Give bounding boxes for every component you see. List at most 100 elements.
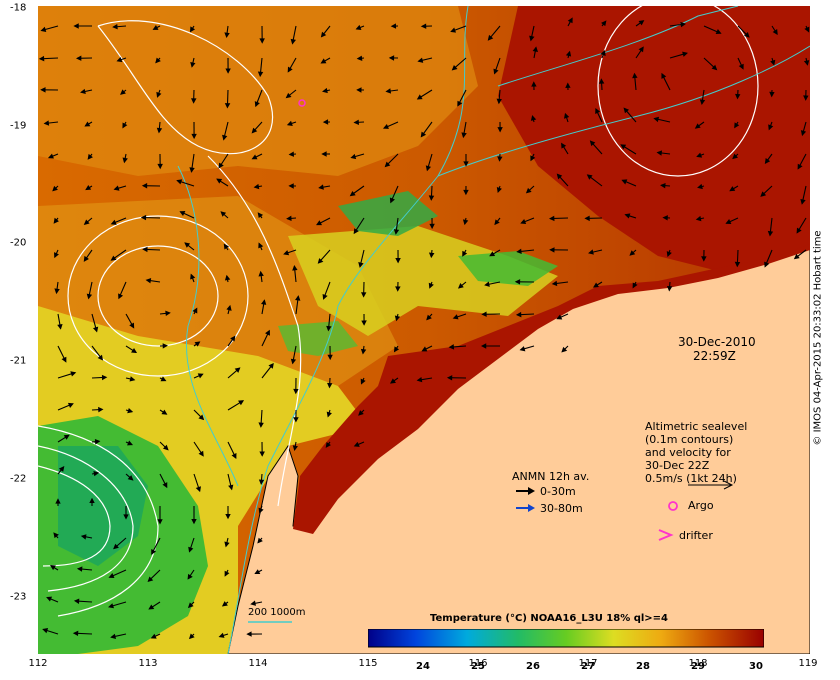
velocity-arrowhead bbox=[123, 514, 129, 520]
velocity-arrowhead bbox=[680, 21, 687, 28]
velocity-arrowhead bbox=[258, 242, 264, 249]
isobath-legend-line bbox=[248, 621, 292, 623]
isobath-lines bbox=[177, 6, 810, 654]
velocity-arrowhead bbox=[127, 440, 134, 446]
velocity-arrowhead bbox=[350, 153, 357, 160]
colorbar-tick-26: 26 bbox=[526, 661, 540, 672]
velocity-arrowhead bbox=[632, 282, 638, 289]
velocity-arrowhead bbox=[40, 26, 47, 33]
velocity-arrowhead bbox=[395, 286, 401, 292]
velocity-arrowhead bbox=[238, 400, 245, 406]
velocity-arrowhead bbox=[321, 151, 327, 157]
x-axis-tick-116: 116 bbox=[468, 658, 488, 669]
velocity-arrowhead bbox=[192, 307, 198, 314]
velocity-arrowhead bbox=[463, 189, 469, 196]
velocity-arrowhead bbox=[320, 31, 327, 38]
velocity-arrowhead bbox=[118, 293, 124, 300]
velocity-arrowhead bbox=[494, 219, 500, 226]
velocity-arrowhead bbox=[220, 211, 227, 217]
argo-label: Argo bbox=[688, 499, 714, 512]
velocity-arrowhead bbox=[288, 151, 294, 157]
velocity-arrowhead bbox=[195, 486, 201, 493]
altimetric-line-5: 0.5m/s (1kt 24h) bbox=[645, 472, 737, 485]
velocity-arrowhead bbox=[715, 29, 722, 34]
velocity-arrowhead bbox=[429, 223, 435, 230]
altimetric-line-4: 30-Dec 22Z bbox=[645, 459, 710, 472]
velocity-arrowhead bbox=[283, 250, 290, 256]
anmn-item-shallow: 0-30m bbox=[540, 485, 576, 498]
coastal-hot-strip bbox=[293, 244, 810, 534]
velocity-arrowhead bbox=[632, 72, 638, 79]
velocity-arrowhead bbox=[268, 362, 274, 369]
velocity-arrowhead bbox=[525, 187, 532, 194]
velocity-arrowhead bbox=[353, 441, 360, 447]
velocity-arrowhead bbox=[446, 375, 453, 381]
velocity-arrowhead bbox=[142, 246, 148, 253]
y-axis-tick-m20: -20 bbox=[10, 237, 27, 249]
velocity-arrowhead bbox=[261, 299, 267, 305]
velocity-arrowhead bbox=[155, 57, 161, 64]
velocity-arrowhead bbox=[259, 451, 265, 457]
velocity-arrowhead bbox=[496, 186, 502, 193]
velocity-arrowhead bbox=[176, 179, 183, 185]
y-axis-tick-m19: -19 bbox=[10, 120, 27, 132]
velocity-arrowhead bbox=[358, 410, 364, 416]
velocity-arrowhead bbox=[292, 445, 298, 452]
velocity-arrowhead bbox=[660, 182, 666, 189]
velocity-arrowhead bbox=[420, 131, 427, 138]
velocity-arrowhead bbox=[257, 212, 264, 219]
velocity-arrowhead bbox=[457, 100, 463, 107]
velocity-arrowhead bbox=[161, 409, 168, 415]
velocity-arrowhead bbox=[148, 604, 155, 610]
velocity-arrowhead bbox=[696, 152, 703, 158]
velocity-arrowhead bbox=[94, 438, 101, 445]
velocity-arrowhead bbox=[428, 252, 435, 259]
velocity-arrowhead bbox=[326, 411, 332, 418]
anmn-item-deep: 30-80m bbox=[540, 502, 583, 515]
velocity-arrowhead bbox=[361, 292, 367, 298]
velocity-arrowhead bbox=[316, 220, 323, 226]
velocity-arrowhead bbox=[416, 94, 423, 100]
velocity-arrowhead bbox=[584, 215, 590, 222]
velocity-arrowhead bbox=[452, 314, 459, 320]
orange-band bbox=[38, 6, 478, 176]
velocity-arrowhead bbox=[797, 163, 803, 170]
velocity-arrowhead bbox=[567, 17, 573, 24]
velocity-arrowhead bbox=[520, 218, 527, 225]
altimetric-legend: Altimetric sealevel (0.1m contours) and … bbox=[645, 420, 747, 485]
velocity-arrowhead bbox=[360, 378, 366, 385]
velocity-arrowhead bbox=[120, 89, 126, 95]
velocity-arrowhead bbox=[320, 58, 327, 64]
velocity-arrowhead bbox=[426, 314, 432, 321]
velocity-arrowhead bbox=[286, 120, 293, 126]
velocity-arrowhead bbox=[800, 130, 807, 137]
velocity-arrowhead bbox=[598, 78, 605, 84]
velocity-arrowhead bbox=[224, 274, 231, 281]
velocity-arrowhead bbox=[361, 320, 367, 326]
velocity-arrowhead bbox=[695, 215, 702, 222]
velocity-arrowhead bbox=[98, 406, 104, 413]
velocity-arrowhead bbox=[462, 219, 469, 226]
argo-float-marker[interactable] bbox=[298, 99, 306, 107]
x-axis-tick-112: 112 bbox=[28, 658, 48, 669]
velocity-arrowhead bbox=[147, 576, 154, 583]
anmn-title: ANMN 12h av. bbox=[512, 470, 590, 483]
green-streak-2 bbox=[458, 251, 558, 286]
velocity-arrowhead bbox=[589, 140, 596, 147]
velocity-arrowhead bbox=[457, 283, 464, 289]
velocity-arrowhead bbox=[265, 329, 270, 336]
velocity-arrowhead bbox=[393, 229, 400, 235]
velocity-arrowhead bbox=[451, 64, 458, 71]
velocity-arrowhead bbox=[97, 354, 104, 361]
velocity-arrowhead bbox=[290, 38, 297, 45]
velocity-arrowhead bbox=[80, 88, 86, 95]
velocity-arrowhead bbox=[321, 87, 328, 94]
velocity-arrowhead bbox=[253, 183, 260, 190]
velocity-arrowhead bbox=[592, 282, 599, 288]
credit-text: © IMOS 04-Apr-2015 20:33:02 Hobart time bbox=[812, 230, 824, 446]
velocity-arrowhead bbox=[73, 23, 79, 29]
velocity-arrowhead bbox=[588, 249, 594, 255]
velocity-arrowhead bbox=[804, 26, 810, 33]
velocity-arrowhead bbox=[530, 155, 536, 162]
velocity-arrowhead bbox=[326, 325, 332, 332]
